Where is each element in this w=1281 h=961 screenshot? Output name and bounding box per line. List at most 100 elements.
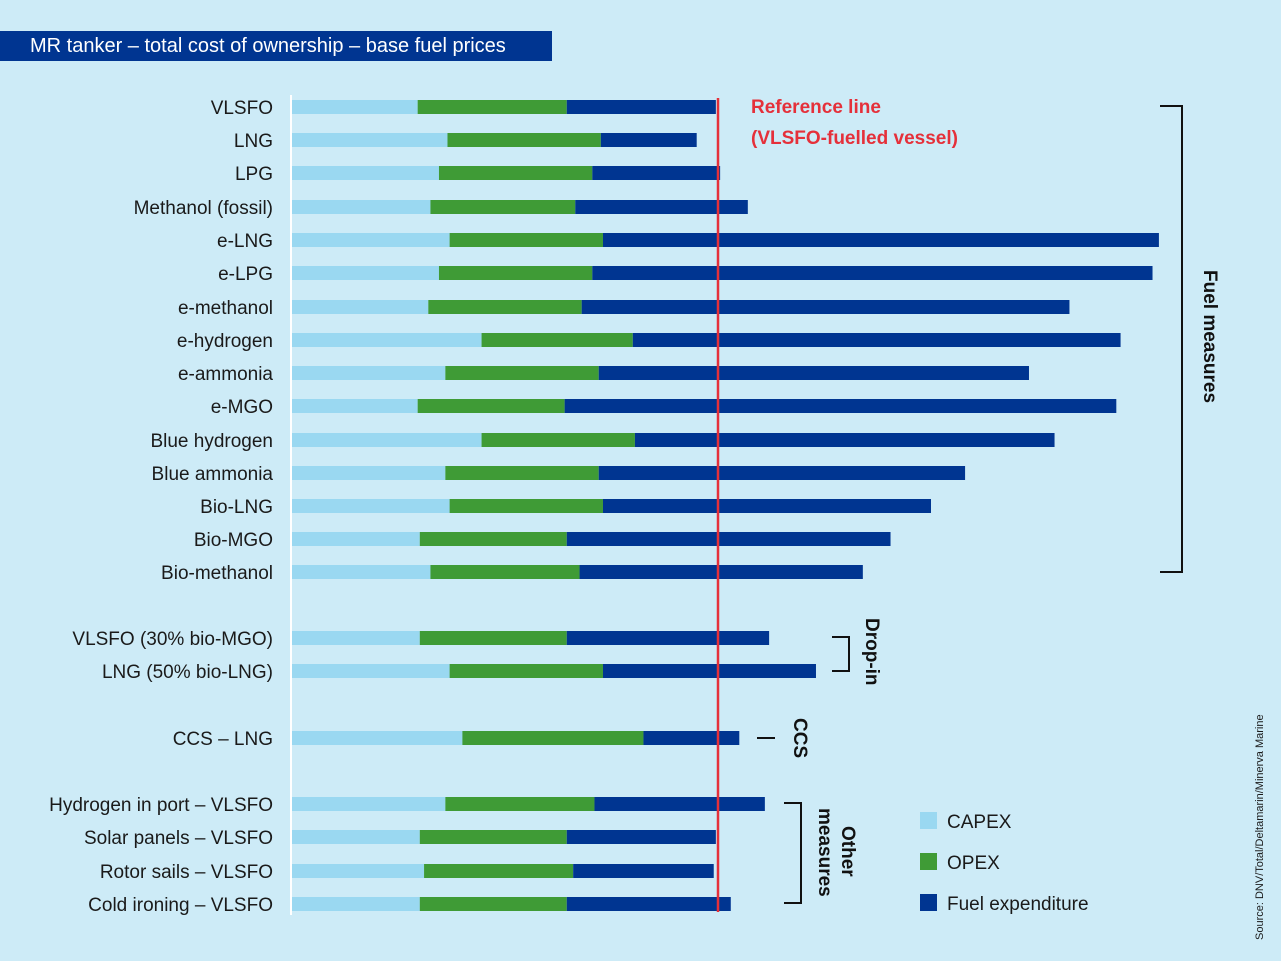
bar-opex-e-lpg <box>438 266 593 280</box>
bar-capex-lng <box>292 133 448 147</box>
category-label-hydrogen-in-port-vlsfo: Hydrogen in port – VLSFO <box>49 795 273 816</box>
bar-capex-hydrogen-in-port-vlsfo <box>292 797 446 811</box>
legend-label-opex: OPEX <box>947 853 1000 874</box>
bar-capex-cold-ironing-vlsfo <box>292 897 420 911</box>
bar-opex-ccs-lng <box>462 731 644 745</box>
category-label-lng: LNG <box>234 131 273 152</box>
category-label-blue-hydrogen: Blue hydrogen <box>150 431 273 452</box>
bar-fuel-expenditure-e-lpg <box>592 266 1153 280</box>
bar-fuel-expenditure-solar-panels-vlsfo <box>566 830 716 844</box>
bar-capex-e-hydrogen <box>292 333 482 347</box>
bar-capex-vlsfo-30-bio-mgo <box>292 631 420 645</box>
category-label-e-methanol: e-methanol <box>178 298 273 319</box>
bar-capex-bio-methanol <box>292 565 431 579</box>
bar-opex-bio-mgo <box>419 532 567 546</box>
bar-capex-lpg <box>292 166 439 180</box>
bar-fuel-expenditure-blue-ammonia <box>598 466 966 480</box>
bar-fuel-expenditure-lng-50-bio-lng <box>602 664 816 678</box>
bar-fuel-expenditure-e-mgo <box>564 399 1117 413</box>
category-label-bio-lng: Bio-LNG <box>200 497 273 518</box>
bar-fuel-expenditure-vlsfo <box>566 100 716 114</box>
legend-swatch-opex <box>920 853 937 870</box>
bar-opex-vlsfo <box>417 100 567 114</box>
category-label-bio-methanol: Bio-methanol <box>161 563 273 584</box>
bar-fuel-expenditure-vlsfo-30-bio-mgo <box>566 631 770 645</box>
bar-fuel-expenditure-e-lng <box>602 233 1159 247</box>
bar-fuel-expenditure-bio-methanol <box>579 565 863 579</box>
bar-fuel-expenditure-bio-lng <box>602 499 931 513</box>
chart-title: MR tanker – total cost of ownership – ba… <box>0 31 552 61</box>
bar-capex-bio-lng <box>292 499 450 513</box>
category-label-cold-ironing-vlsfo: Cold ironing – VLSFO <box>88 895 273 916</box>
bar-fuel-expenditure-ccs-lng <box>643 731 740 745</box>
bar-opex-hydrogen-in-port-vlsfo <box>445 797 595 811</box>
bar-opex-cold-ironing-vlsfo <box>419 897 567 911</box>
source-note: Source: DNV/Total/Deltamarin/Minerva Mar… <box>1254 714 1266 940</box>
bar-opex-e-mgo <box>417 399 565 413</box>
group-label-other: Other <box>837 826 858 877</box>
bar-opex-bio-methanol <box>430 565 580 579</box>
bar-opex-solar-panels-vlsfo <box>419 830 567 844</box>
group-label-measures: measures <box>814 808 835 897</box>
bar-fuel-expenditure-lpg <box>592 166 721 180</box>
category-label-ccs-lng: CCS – LNG <box>173 729 273 750</box>
reference-line-sublabel: (VLSFO-fuelled vessel) <box>751 128 958 149</box>
bar-opex-blue-hydrogen <box>481 433 635 447</box>
category-label-bio-mgo: Bio-MGO <box>194 530 273 551</box>
bar-opex-e-ammonia <box>445 366 599 380</box>
bar-opex-lng-50-bio-lng <box>449 664 603 678</box>
category-label-e-ammonia: e-ammonia <box>178 364 273 385</box>
legend-label-fuel: Fuel expenditure <box>947 894 1089 915</box>
category-label-e-hydrogen: e-hydrogen <box>177 331 273 352</box>
bar-capex-blue-hydrogen <box>292 433 482 447</box>
bar-fuel-expenditure-cold-ironing-vlsfo <box>566 897 731 911</box>
legend-swatch-fuel <box>920 894 937 911</box>
legend-label-capex: CAPEX <box>947 812 1012 833</box>
bar-opex-lng <box>447 133 601 147</box>
bar-fuel-expenditure-e-methanol <box>581 300 1070 314</box>
category-label-e-mgo: e-MGO <box>211 397 273 418</box>
bar-fuel-expenditure-rotor-sails-vlsfo <box>573 864 714 878</box>
bar-opex-e-methanol <box>428 300 582 314</box>
category-label-e-lpg: e-LPG <box>218 264 273 285</box>
drop-in-bracket <box>832 636 850 672</box>
category-label-blue-ammonia: Blue ammonia <box>152 464 274 485</box>
legend-swatch-capex <box>920 812 937 829</box>
bar-fuel-expenditure-blue-hydrogen <box>634 433 1055 447</box>
bar-fuel-expenditure-hydrogen-in-port-vlsfo <box>594 797 765 811</box>
bar-fuel-expenditure-lng <box>600 133 697 147</box>
bar-capex-solar-panels-vlsfo <box>292 830 420 844</box>
bar-fuel-expenditure-e-ammonia <box>598 366 1029 380</box>
category-label-vlsfo-30-bio-mgo: VLSFO (30% bio-MGO) <box>72 629 273 650</box>
fuel-measures-bracket <box>1160 105 1183 573</box>
bar-fuel-expenditure-e-hydrogen <box>632 333 1121 347</box>
category-label-vlsfo: VLSFO <box>211 98 273 119</box>
legend: CAPEX OPEX Fuel expenditure <box>920 812 1089 915</box>
bar-capex-e-lpg <box>292 266 439 280</box>
bar-opex-bio-lng <box>449 499 603 513</box>
bar-opex-methanol-fossil <box>430 200 576 214</box>
bar-capex-blue-ammonia <box>292 466 446 480</box>
bar-capex-e-methanol <box>292 300 429 314</box>
bar-capex-e-lng <box>292 233 450 247</box>
bar-capex-bio-mgo <box>292 532 420 546</box>
bar-opex-rotor-sails-vlsfo <box>424 864 574 878</box>
bar-fuel-expenditure-methanol-fossil <box>575 200 748 214</box>
bar-fuel-expenditure-bio-mgo <box>566 532 891 546</box>
bar-capex-methanol-fossil <box>292 200 431 214</box>
category-label-rotor-sails-vlsfo: Rotor sails – VLSFO <box>100 862 273 883</box>
bar-capex-lng-50-bio-lng <box>292 664 450 678</box>
group-label-ccs: CCS <box>789 718 810 758</box>
bar-capex-e-mgo <box>292 399 418 413</box>
bar-opex-blue-ammonia <box>445 466 599 480</box>
reference-line-label: Reference line <box>751 97 881 118</box>
group-label-drop-in: Drop-in <box>861 618 882 686</box>
category-label-methanol-fossil: Methanol (fossil) <box>134 198 273 219</box>
bar-opex-e-hydrogen <box>481 333 633 347</box>
bar-capex-rotor-sails-vlsfo <box>292 864 425 878</box>
category-label-solar-panels-vlsfo: Solar panels – VLSFO <box>84 828 273 849</box>
bar-capex-ccs-lng <box>292 731 463 745</box>
bar-opex-vlsfo-30-bio-mgo <box>419 631 567 645</box>
bar-opex-e-lng <box>449 233 603 247</box>
